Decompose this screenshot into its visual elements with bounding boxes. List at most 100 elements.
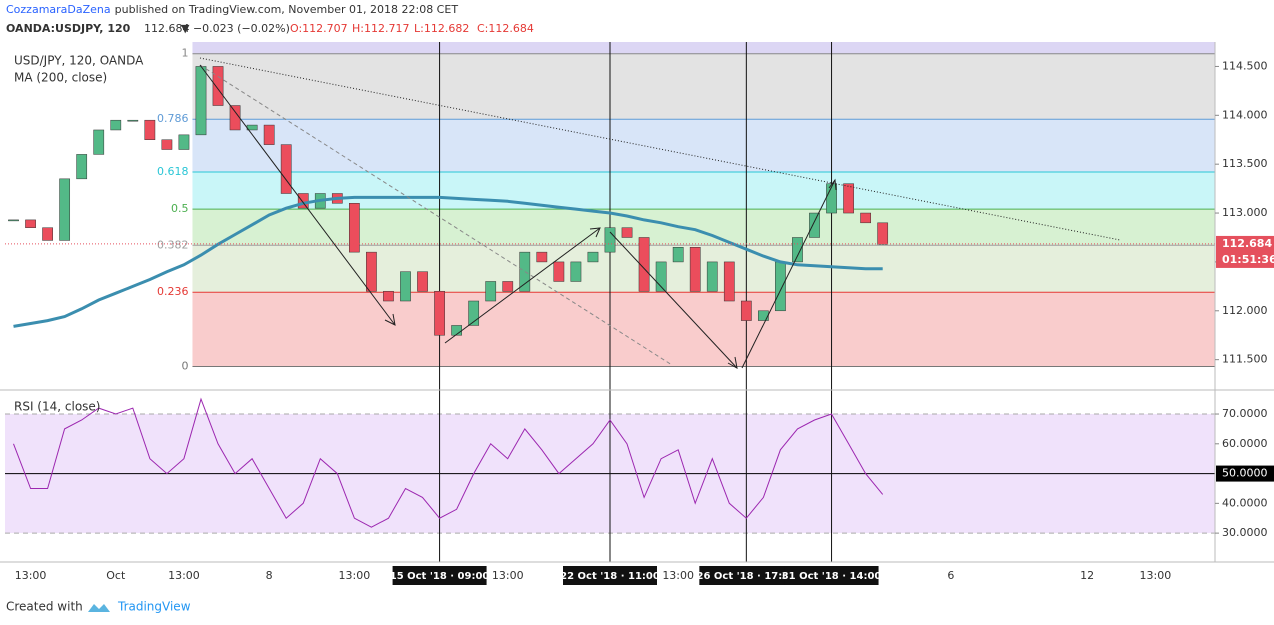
countdown: 01:51:36 — [1222, 253, 1274, 266]
fib-zone — [192, 119, 1215, 172]
fib-label: 0.382 — [157, 238, 189, 251]
candle — [468, 300, 480, 326]
foreground: 111.500112.000112.500113.000113.500114.0… — [14, 54, 1274, 585]
candle — [826, 183, 837, 214]
fib-label: 0.236 — [157, 285, 189, 298]
x-label-box — [784, 566, 879, 585]
logo — [88, 604, 110, 612]
candle — [366, 251, 377, 292]
x-tick-label: 13:00 — [492, 569, 524, 582]
candle — [59, 178, 71, 241]
candle — [604, 227, 616, 253]
candle — [587, 251, 599, 263]
x-tick-label: 22 Oct '18 · 11:00 — [560, 571, 660, 582]
x-tick-label: 6 — [947, 569, 954, 582]
candle — [740, 300, 752, 321]
candle — [93, 129, 105, 155]
x-label-box — [699, 566, 794, 585]
fib-top-band — [192, 42, 1215, 54]
candle — [195, 66, 207, 136]
created-with: Created with — [6, 600, 83, 614]
ohlc-high: H:112.717 — [352, 22, 409, 35]
series-line — [13, 397, 884, 528]
arrow — [741, 179, 836, 369]
candle — [451, 325, 462, 336]
candle — [843, 183, 854, 214]
candle — [212, 66, 224, 106]
candle — [621, 227, 633, 238]
candle — [758, 310, 769, 321]
y-tick-label: 113.000 — [1222, 206, 1268, 219]
x-tick-label: 26 Oct '18 · 17:00 — [697, 571, 797, 582]
fib-zone — [192, 53, 1215, 120]
arrow-head — [589, 227, 601, 238]
x-tick-label: 13:00 — [15, 569, 47, 582]
candle — [76, 154, 88, 180]
candle — [809, 212, 820, 238]
x-tick-label: 12 — [1080, 569, 1094, 582]
candle — [144, 119, 156, 140]
x-label-box — [392, 566, 487, 585]
fib-label: 0.786 — [157, 112, 189, 125]
candle — [655, 261, 667, 292]
y-tick-label: 113.500 — [1222, 157, 1268, 170]
candle — [280, 144, 292, 194]
legend-label: RSI (14, close) — [14, 400, 100, 414]
candle — [297, 193, 309, 209]
candle — [877, 222, 889, 245]
candle — [570, 261, 582, 282]
fib-zone — [192, 171, 1215, 210]
candle — [263, 124, 275, 145]
candle — [178, 134, 190, 150]
ohlc-low: L:112.682 — [414, 22, 469, 35]
fib-label: 0.618 — [157, 165, 189, 178]
candle — [127, 119, 139, 122]
candle — [706, 261, 718, 292]
arrow-head — [384, 313, 396, 326]
last-price-box — [1216, 235, 1274, 268]
fib-label: 1 — [181, 47, 188, 60]
arrow-head — [727, 356, 738, 369]
rsi-mid-box — [1216, 465, 1274, 482]
x-tick-label: 13:00 — [168, 569, 200, 582]
brand[interactable]: TradingView — [117, 600, 191, 614]
y-tick-label: 111.500 — [1222, 353, 1268, 366]
fib-zone — [192, 209, 1215, 246]
candle — [689, 247, 701, 292]
annotations — [199, 57, 1121, 369]
y-tick-label: 60.0000 — [1222, 437, 1268, 450]
arrow — [609, 231, 738, 369]
x-tick-label: 8 — [266, 569, 273, 582]
candle — [638, 237, 650, 292]
legend-label: USD/JPY, 120, OANDA — [14, 54, 144, 68]
x-label-box — [563, 566, 657, 585]
candle — [860, 212, 871, 224]
x-tick-label: 13:00 — [1140, 569, 1172, 582]
plot-layer: 1 0.786 0.618 0.5 0.382 0.236 0 — [5, 42, 1215, 562]
candle — [672, 247, 684, 263]
candle — [25, 219, 36, 228]
candle — [553, 261, 565, 282]
candle — [8, 219, 19, 222]
candle — [229, 105, 241, 131]
candle — [502, 281, 514, 292]
arrow — [444, 227, 601, 344]
y-tick-label: 40.0000 — [1222, 496, 1268, 509]
candle — [792, 237, 803, 263]
candle — [434, 290, 445, 336]
last-price-label: 112.684 — [1222, 237, 1272, 250]
arrow-head — [828, 178, 837, 191]
y-tick-label: 30.0000 — [1222, 526, 1268, 539]
candle — [400, 271, 411, 302]
candle — [536, 251, 548, 263]
author[interactable]: CozzamaraDaZena — [6, 3, 111, 16]
change: ▼ −0.023 (−0.02%) — [181, 22, 290, 35]
x-tick-label: Oct — [106, 569, 126, 582]
candle — [775, 261, 786, 312]
arrow — [199, 64, 396, 326]
x-tick-label: 15 Oct '18 · 09:00 — [390, 571, 490, 582]
last-price: 112.684 — [144, 22, 190, 35]
legend-label: MA (200, close) — [14, 71, 107, 85]
y-tick-label: 114.500 — [1222, 59, 1268, 72]
